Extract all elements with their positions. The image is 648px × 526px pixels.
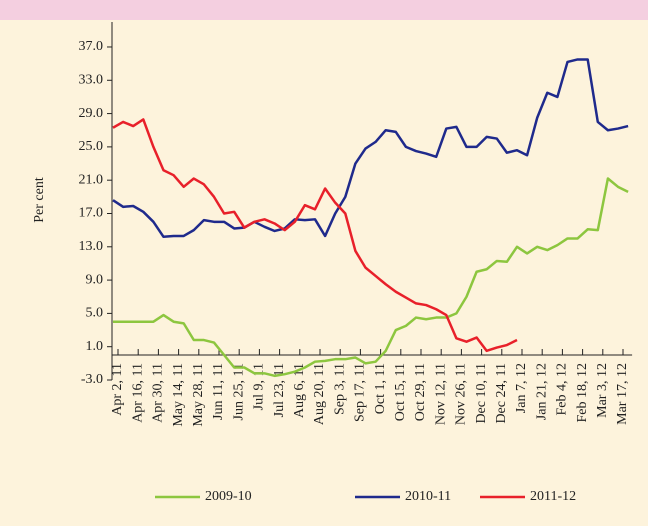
y-tick-label: 13.0 [79,239,104,254]
y-tick-label: 33.0 [79,72,104,87]
x-tick-label: Apr 16, 11 [130,363,145,423]
legend-label: 2010-11 [405,489,451,504]
legend-label: 2011-12 [530,489,576,504]
legend-label: 2009-10 [205,489,252,504]
x-tick-label: Jul 9, 11 [252,363,267,410]
y-tick-label: 5.0 [86,306,104,321]
y-tick-label: -3.0 [81,372,103,387]
y-tick-label: 21.0 [79,172,104,187]
x-tick-label: Dec 24, 11 [494,363,509,424]
x-tick-label: Sep 3, 11 [332,363,347,415]
x-tick-label: Aug 6, 11 [292,363,307,418]
y-tick-label: 37.0 [79,39,104,54]
x-tick-label: Sep 17, 11 [353,363,368,422]
y-tick-label: 1.0 [86,339,104,354]
header-band [0,0,648,20]
x-tick-label: Dec 10, 11 [474,363,489,424]
y-axis-label: Per cent [32,177,47,223]
y-tick-label: 17.0 [79,206,104,221]
y-tick-label: 9.0 [86,272,104,287]
x-tick-label: Feb 4, 12 [555,363,570,416]
x-tick-label: Jan 7, 12 [514,363,529,413]
x-tick-label: Jun 11, 11 [211,363,226,420]
x-tick-label: May 28, 11 [191,363,206,427]
x-tick-label: Mar 17, 12 [615,363,630,425]
x-tick-label: Nov 26, 11 [454,363,469,425]
x-tick-label: Aug 20, 11 [312,363,327,425]
x-tick-label: Oct 15, 11 [393,363,408,421]
x-tick-label: Jul 23, 11 [272,363,287,417]
y-tick-label: 29.0 [79,106,104,121]
x-tick-label: Feb 18, 12 [575,363,590,423]
x-tick-label: Mar 3, 12 [595,363,610,418]
x-tick-label: May 14, 11 [171,363,186,427]
x-tick-label: Apr 2, 11 [110,363,125,416]
x-tick-label: Jun 25, 11 [231,363,246,420]
x-tick-label: Nov 12, 11 [433,363,448,425]
series-line [112,58,629,239]
x-tick-label: Apr 30, 11 [151,363,166,423]
series-line [112,118,518,353]
x-tick-label: Oct 1, 11 [373,363,388,414]
y-tick-label: 25.0 [79,139,104,154]
series-line [113,177,629,378]
x-tick-label: Oct 29, 11 [413,363,428,421]
x-tick-label: Jan 21, 12 [534,363,549,420]
